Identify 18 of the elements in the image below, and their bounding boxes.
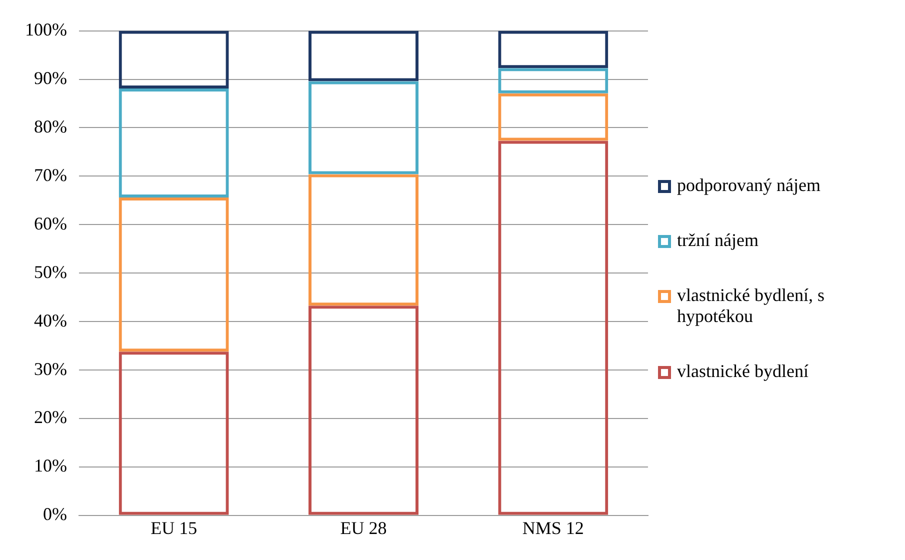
y-tick-label: 90% xyxy=(34,68,67,88)
y-tick-label: 60% xyxy=(34,213,67,234)
legend-label: vlastnické bydlení, s hypotékou xyxy=(677,284,826,326)
y-tick-label: 10% xyxy=(34,456,67,476)
x-tick-label: EU 28 xyxy=(340,518,387,538)
y-tick-label: 40% xyxy=(34,310,67,330)
x-tick-label: NMS 12 xyxy=(522,518,584,538)
y-tick-label: 70% xyxy=(34,164,67,185)
y-tick-label: 100% xyxy=(24,20,67,40)
legend-label: tržní nájem xyxy=(677,230,758,250)
y-tick-label: 50% xyxy=(34,262,67,282)
legend-label: podporovaný nájem xyxy=(677,174,820,196)
y-tick-label: 80% xyxy=(34,116,67,136)
y-tick-label: 20% xyxy=(34,407,67,428)
y-tick-label: 30% xyxy=(34,358,67,379)
x-tick-label: EU 15 xyxy=(150,518,198,538)
legend-label: vlastnické bydlení xyxy=(677,360,808,382)
y-tick-label: 0% xyxy=(42,504,67,524)
